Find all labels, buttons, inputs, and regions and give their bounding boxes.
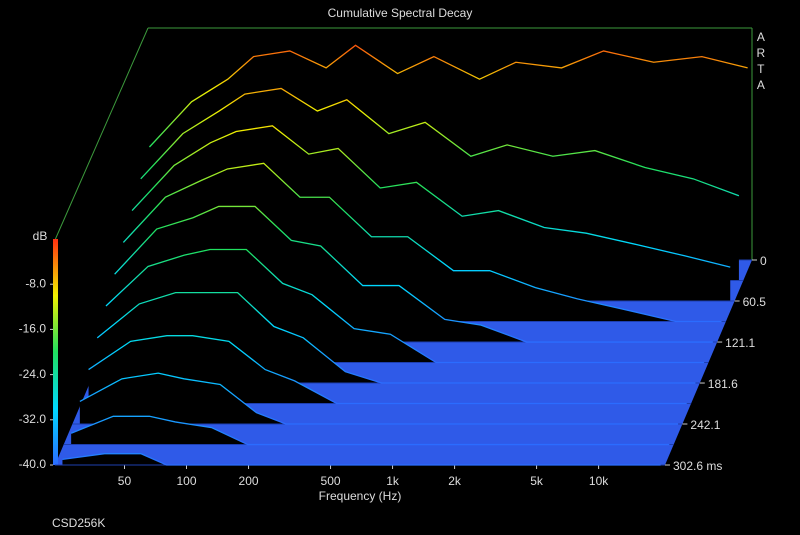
z-tick-label: 181.6 (708, 377, 738, 391)
x-tick-label: 5k (530, 474, 544, 488)
x-tick-label: 10k (589, 474, 609, 488)
colorbar (53, 239, 58, 465)
y-axis-label: dB (33, 229, 48, 243)
z-tick-label: 60.5 (743, 295, 767, 309)
y-tick-label: -40.0 (19, 457, 47, 471)
z-tick-label: 0 (760, 254, 767, 268)
y-tick-label: -8.0 (25, 276, 46, 290)
slice-fill (88, 335, 687, 404)
slice-line (114, 205, 713, 343)
frame-edge (54, 27, 149, 241)
x-axis-label: Frequency (Hz) (319, 489, 402, 503)
y-tick-label: -24.0 (19, 367, 47, 381)
y-tick-label: -32.0 (19, 412, 47, 426)
slice-line (105, 248, 705, 364)
x-tick-label: 2k (448, 474, 462, 488)
slice-line (96, 291, 696, 384)
z-tick-label: 242.1 (690, 418, 720, 432)
slice-fill (79, 373, 679, 425)
slice-fill (62, 453, 661, 465)
slice-line (88, 335, 687, 405)
x-tick-label: 1k (386, 474, 400, 488)
slice-line (79, 372, 679, 425)
watermark: ARTA (754, 30, 768, 94)
slice-line (140, 87, 740, 197)
x-tick-label: 100 (176, 474, 196, 488)
z-tick-label: 121.1 (725, 336, 755, 350)
footer: CSD256K (52, 516, 105, 530)
x-tick-label: 50 (118, 474, 132, 488)
x-tick-label: 200 (239, 474, 259, 488)
slice-line (131, 125, 731, 268)
slice-line (70, 415, 670, 446)
slice-fill (71, 416, 670, 445)
slice-line (62, 453, 661, 466)
y-tick-label: -16.0 (19, 322, 47, 336)
slice-line (148, 44, 748, 148)
z-tick-label: 302.6 ms (673, 459, 722, 473)
slice-line (122, 162, 722, 323)
x-tick-label: 500 (321, 474, 341, 488)
chart-title: Cumulative Spectral Decay (328, 6, 473, 20)
